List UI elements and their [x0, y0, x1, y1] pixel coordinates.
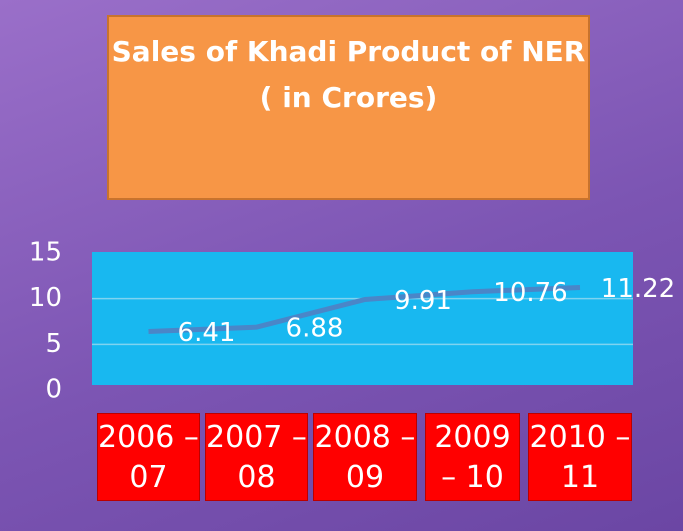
y-tick-label: 10 [29, 283, 62, 313]
chart-subtitle: ( in Crores) [259, 81, 438, 114]
x-tick-label: 2008 – 09 [313, 413, 417, 501]
data-label: 6.88 [286, 314, 344, 344]
data-label: 11.22 [601, 274, 675, 304]
y-tick-label: 15 [29, 238, 62, 268]
y-tick-label: 5 [45, 329, 62, 359]
y-tick-label: 0 [45, 375, 62, 405]
title-box: Sales of Khadi Product of NER ( in Crore… [107, 15, 590, 200]
x-tick-label: 2010 – 11 [528, 413, 632, 501]
x-tick-label: 2009 – 10 [425, 413, 520, 501]
chart-title: Sales of Khadi Product of NER [111, 35, 586, 68]
data-label: 10.76 [493, 278, 567, 308]
data-label: 9.91 [394, 286, 452, 316]
plot-area [92, 252, 633, 385]
x-tick-label: 2007 – 08 [205, 413, 308, 501]
data-line [148, 285, 581, 334]
data-label: 6.41 [178, 318, 236, 348]
x-tick-label: 2006 – 07 [97, 413, 200, 501]
